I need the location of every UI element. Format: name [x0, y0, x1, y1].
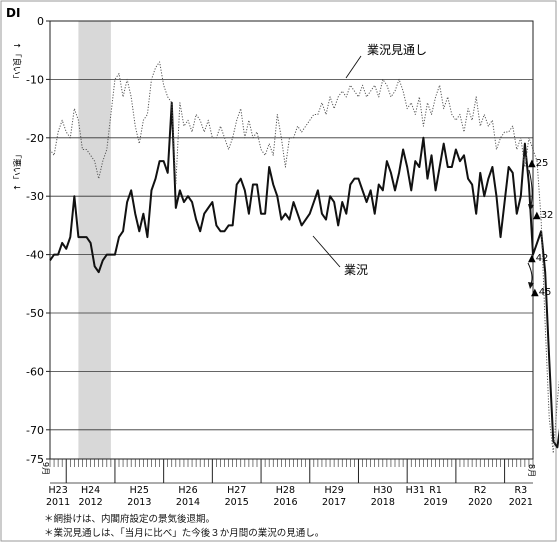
y-tick-label: -75: [26, 453, 44, 466]
x-era-label: H30: [373, 485, 392, 496]
x-year-label: 2014: [176, 497, 200, 508]
end-label-business: ▲45: [531, 287, 551, 298]
outlook-change-arrow: [528, 169, 533, 207]
note-recession-shading: ＊網掛けは、内閣府設定の景気後退期。: [44, 514, 216, 525]
x-era-label: H29: [325, 485, 344, 496]
x-era-label: R2: [474, 485, 487, 496]
x-year-label: 2016: [273, 497, 297, 508]
annotation-business: 業況: [344, 262, 368, 277]
plot-border: [49, 20, 534, 460]
x-year-label: 2015: [225, 497, 249, 508]
x-era-label: H27: [227, 485, 246, 496]
y-tick-label: -40: [26, 249, 44, 262]
plot-area: [49, 20, 534, 460]
x-era-label: R1: [429, 485, 442, 496]
x-era-label: H31: [406, 485, 425, 496]
x-era-label: H28: [276, 485, 295, 496]
y-tick-label: -20: [26, 132, 44, 145]
end-label-business-prev: ▲42: [528, 253, 548, 264]
x-year-label: 2017: [322, 497, 346, 508]
x-era-label: R3: [514, 485, 527, 496]
y-tick-label: -70: [26, 424, 44, 437]
x-era-label: H26: [178, 485, 197, 496]
y-tick-label: -60: [26, 365, 44, 378]
end-month-label: 8月: [527, 464, 536, 477]
x-year-label: 2013: [127, 497, 151, 508]
y-tick-label: -30: [26, 190, 44, 203]
annotation-outlook: 業況見通し: [367, 42, 427, 57]
series-lines: [49, 61, 559, 454]
business-change-arrow: [527, 262, 533, 285]
x-era-label: H25: [130, 485, 149, 496]
y-annotation-bad: 「悪い」↓: [11, 150, 21, 191]
x-year-label: 2012: [78, 497, 102, 508]
outlook-arrowhead: [528, 204, 534, 211]
business-arrowhead: [528, 282, 534, 289]
x-year-label: 2021: [509, 497, 533, 508]
x-year-label: 2019: [423, 497, 447, 508]
y-tick-label: 0: [37, 15, 44, 28]
x-year-label: 2018: [371, 497, 395, 508]
x-era-label: H24: [81, 485, 100, 496]
end-label-outlook-prev: ▲25: [528, 158, 548, 169]
y-tick-label: -10: [26, 73, 44, 86]
gridlines: [50, 79, 533, 431]
y-tick-label: -50: [26, 307, 44, 320]
annotation-outlook-leader: [345, 55, 362, 79]
start-month-label: 9月: [41, 462, 50, 475]
series-line-business: [49, 101, 559, 449]
annotation-business-leader: [312, 235, 341, 268]
x-year-label: 2011: [46, 497, 70, 508]
series-line-outlook: [49, 61, 559, 454]
note-outlook-definition: ＊業況見通しは、「当月に比べ」た今後３か月間の業況の見通し。: [44, 528, 325, 539]
y-unit-label: DI: [6, 6, 20, 20]
x-year-label: 2020: [468, 497, 492, 508]
recession-shading: [78, 21, 111, 459]
y-annotation-good: ↑「良い」: [11, 42, 22, 83]
end-label-outlook: ▲32: [533, 210, 553, 221]
x-era-label: H23: [49, 485, 68, 496]
